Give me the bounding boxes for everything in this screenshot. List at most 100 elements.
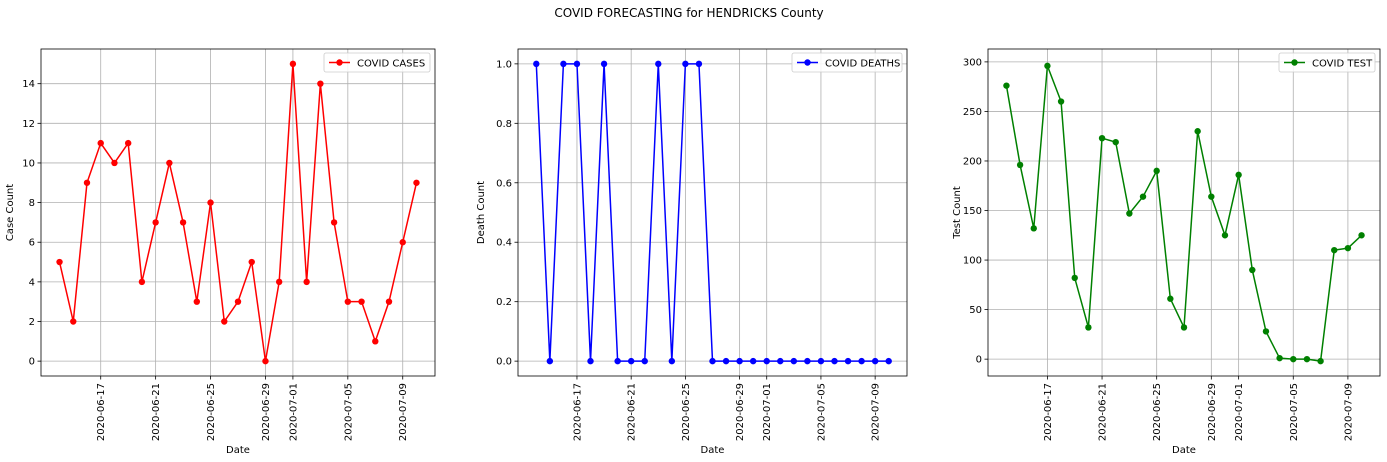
data-point: [804, 357, 811, 365]
data-point: [1003, 82, 1010, 89]
data-point: [1085, 324, 1092, 331]
data-point: [56, 258, 63, 266]
y-tick-label: 0.8: [496, 119, 512, 130]
data-point: [97, 139, 104, 147]
x-tick-label: 2020-07-09: [871, 383, 882, 441]
data-point: [600, 60, 608, 68]
y-tick-label: 6: [29, 238, 35, 249]
x-tick-label: 2020-07-01: [288, 383, 299, 441]
data-point: [641, 357, 648, 365]
y-tick-label: 250: [963, 107, 982, 118]
data-point: [1167, 295, 1174, 302]
figure-title: COVID FORECASTING for HENDRICKS County: [554, 6, 823, 20]
data-point: [372, 338, 379, 345]
data-point: [587, 357, 594, 365]
data-point: [1303, 355, 1311, 363]
y-tick-label: 14: [22, 79, 35, 90]
data-point: [344, 298, 352, 305]
data-point: [1126, 210, 1133, 217]
y-tick-label: 50: [969, 305, 982, 316]
data-point: [1194, 128, 1201, 135]
legend: COVID CASES: [323, 52, 431, 73]
data-point: [858, 357, 865, 365]
x-tick-label: 2020-07-05: [343, 383, 354, 441]
x-tick-label: 2020-06-29: [261, 383, 272, 441]
data-point: [1290, 355, 1297, 363]
data-point: [1057, 98, 1065, 105]
data-point: [777, 357, 784, 365]
data-point: [124, 139, 132, 147]
data-point: [614, 357, 621, 365]
data-point: [722, 357, 730, 365]
data-point: [1276, 354, 1283, 362]
plot-frame: [517, 48, 908, 377]
data-point: [152, 219, 159, 226]
x-tick-label: 2020-06-17: [1043, 383, 1054, 441]
x-tick-label: 2020-06-17: [96, 383, 107, 441]
y-tick-label: 0.0: [496, 357, 512, 368]
data-point: [885, 357, 892, 365]
data-point: [83, 179, 91, 186]
data-point: [262, 357, 269, 365]
data-point: [385, 298, 393, 305]
legend: COVID DEATHS: [791, 52, 903, 73]
data-point: [763, 357, 770, 365]
y-axis-label: Case Count: [5, 184, 16, 241]
data-point: [207, 199, 214, 206]
y-tick-label: 0.4: [496, 238, 512, 249]
x-tick-label: 2020-07-05: [1289, 383, 1300, 441]
plot-frame: [40, 48, 436, 377]
x-tick-label: 2020-06-21: [1098, 383, 1109, 441]
x-tick-label: 2020-07-01: [1234, 383, 1245, 441]
data-point: [709, 357, 716, 365]
y-tick-label: 4: [29, 277, 35, 288]
y-tick-label: 200: [963, 156, 982, 167]
data-point: [560, 60, 567, 68]
data-point: [1208, 193, 1215, 200]
data-point: [1016, 161, 1024, 169]
legend-label: COVID CASES: [357, 59, 425, 70]
data-point: [1221, 232, 1229, 239]
legend-label: COVID TEST: [1312, 59, 1373, 70]
data-point: [1139, 193, 1147, 200]
data-point: [317, 80, 324, 87]
x-axis-label: Date: [701, 445, 725, 456]
y-tick-label: 0.6: [496, 178, 512, 189]
data-point: [111, 159, 118, 167]
y-tick-label: 1.0: [496, 59, 512, 70]
data-point: [655, 60, 662, 68]
x-tick-label: 2020-07-09: [398, 383, 409, 441]
data-point: [682, 60, 689, 68]
x-tick-label: 2020-06-25: [681, 383, 692, 441]
x-tick-label: 2020-06-17: [572, 383, 583, 441]
data-point: [179, 219, 187, 226]
data-point: [1180, 324, 1188, 331]
x-tick-label: 2020-06-25: [1152, 383, 1163, 441]
y-tick-label: 0.2: [496, 297, 512, 308]
data-point: [138, 278, 146, 286]
data-point: [1317, 357, 1324, 365]
cases-chart: 0 2 4 6 8 10 12 14 2020-06-17 2020-06-21 2020-06-2…: [5, 48, 436, 456]
y-tick-label: 0: [976, 355, 982, 366]
tests-chart: 0 50 100 150 200 250 300 2020-06-17 2020-06-21 20…: [952, 48, 1381, 456]
legend-box: [1278, 52, 1376, 73]
x-tick-label: 2020-06-21: [151, 383, 162, 441]
y-tick-label: 150: [963, 206, 982, 217]
data-point: [533, 60, 540, 68]
series-line: [1005, 65, 1363, 362]
data-point: [1112, 138, 1119, 146]
data-point: [817, 357, 825, 365]
data-point: [546, 357, 554, 365]
data-point: [1249, 266, 1256, 274]
x-tick-label: 2020-06-29: [735, 383, 746, 441]
data-point: [1262, 328, 1270, 335]
data-point: [248, 258, 255, 266]
y-tick-label: 10: [22, 158, 35, 169]
y-tick-label: 0: [29, 357, 35, 368]
data-point: [330, 219, 338, 226]
data-point: [695, 60, 703, 68]
legend: COVID TEST: [1278, 52, 1376, 73]
y-axis-label: Test Count: [952, 186, 963, 240]
legend-label: COVID DEATHS: [825, 59, 900, 70]
data-point: [70, 318, 77, 325]
